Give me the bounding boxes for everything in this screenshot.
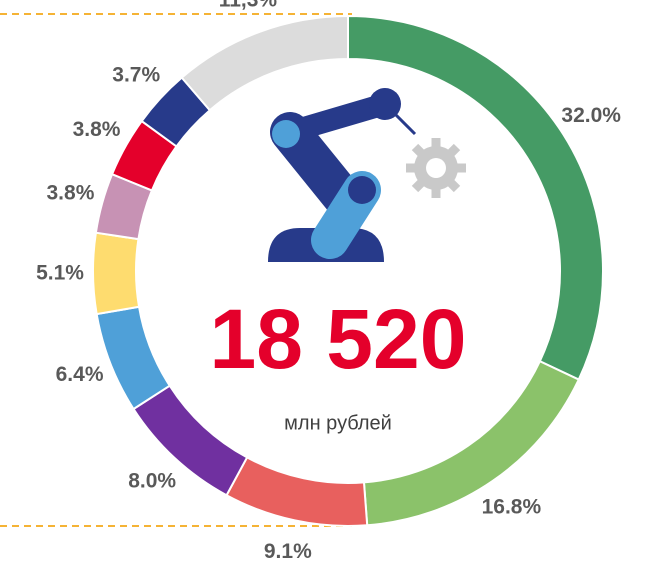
- slice-label: 3.7%: [112, 63, 160, 86]
- donut: [92, 14, 604, 527]
- slice-label: 9.1%: [264, 540, 312, 563]
- gear-icon: [406, 138, 466, 198]
- robot-icon: [268, 88, 466, 262]
- donut-slice: [92, 231, 141, 316]
- slice-label: 3.8%: [73, 118, 121, 141]
- slice-label: 32.0%: [561, 104, 621, 127]
- slice-label: 11,3%: [219, 0, 278, 12]
- slice-label: 8.0%: [128, 470, 176, 493]
- slice-label: 6.4%: [56, 363, 104, 386]
- total-unit: млн рублей: [284, 412, 392, 434]
- slice-label: 16.8%: [482, 496, 542, 519]
- donut-slice: [180, 14, 349, 112]
- donut-slice: [225, 456, 369, 527]
- donut-slice: [95, 305, 172, 411]
- total-value: 18 520: [210, 292, 467, 386]
- slice-label: 5.1%: [36, 261, 84, 284]
- slice-label: 3.8%: [47, 182, 95, 205]
